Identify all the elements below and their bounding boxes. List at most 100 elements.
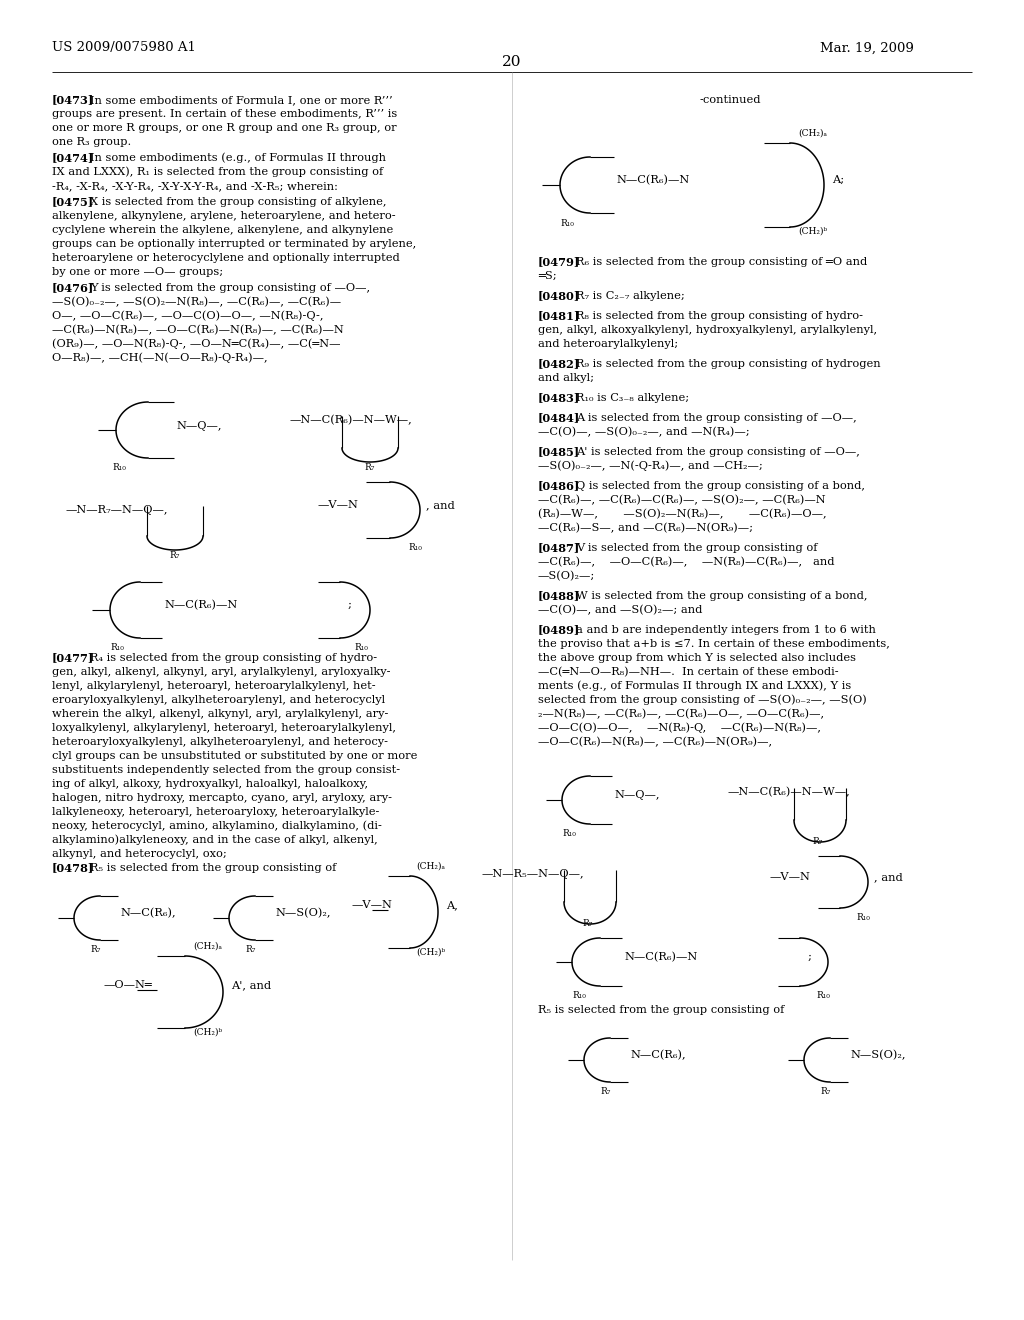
Text: —O—C(R₆)—N(R₈)—, —C(R₆)—N(OR₉)—,: —O—C(R₆)—N(R₈)—, —C(R₆)—N(OR₉)—, [538,737,772,747]
Text: loxyalkylenyl, alkylarylenyl, heteroaryl, heteroarylalkylenyl,: loxyalkylenyl, alkylarylenyl, heteroaryl… [52,723,396,733]
Text: Mar. 19, 2009: Mar. 19, 2009 [820,41,913,54]
Text: R₇ is C₂₋₇ alkylene;: R₇ is C₂₋₇ alkylene; [575,290,685,301]
Text: (CH₂)ᵇ: (CH₂)ᵇ [193,1027,222,1036]
Text: [0485]: [0485] [538,446,581,458]
Text: groups are present. In certain of these embodiments, R’’’ is: groups are present. In certain of these … [52,110,397,119]
Text: [0473]: [0473] [52,95,94,106]
Text: , and: , and [426,500,455,510]
Text: N—C(R₆)—N: N—C(R₆)—N [616,174,689,185]
Text: In some embodiments of Formula I, one or more R’’’: In some embodiments of Formula I, one or… [90,95,392,106]
Text: alkynyl, and heterocyclyl, oxo;: alkynyl, and heterocyclyl, oxo; [52,849,226,859]
Text: R₇: R₇ [820,1088,830,1097]
Text: —N—R₅—N—Q—,: —N—R₅—N—Q—, [482,869,585,879]
Text: ═S;: ═S; [538,271,557,281]
Text: heteroaryloxyalkylenyl, alkylheteroarylenyl, and heterocy-: heteroaryloxyalkylenyl, alkylheteroaryle… [52,737,388,747]
Text: [0477]: [0477] [52,652,94,664]
Text: —C(O)—, —S(O)₀₋₂—, and —N(R₄)—;: —C(O)—, —S(O)₀₋₂—, and —N(R₄)—; [538,426,750,437]
Text: —O—N═: —O—N═ [103,979,152,990]
Text: [0484]: [0484] [538,412,581,424]
Text: V is selected from the group consisting of: V is selected from the group consisting … [575,543,817,553]
Text: [0483]: [0483] [538,392,581,404]
Text: —N—C(R₆)—N—W—,: —N—C(R₆)—N—W—, [728,787,851,797]
Text: R₉ is selected from the group consisting of hydrogen: R₉ is selected from the group consisting… [575,359,881,370]
Text: —C(═N—O—R₈)—NH—.  In certain of these embodi-: —C(═N—O—R₈)—NH—. In certain of these emb… [538,667,839,677]
Text: R₁₀ is C₃₋₈ alkylene;: R₁₀ is C₃₋₈ alkylene; [575,393,689,403]
Text: ;: ; [348,601,352,610]
Text: A;: A; [831,176,844,185]
Text: R₄ is selected from the group consisting of hydro-: R₄ is selected from the group consisting… [90,653,377,663]
Text: (CH₂)ᵇ: (CH₂)ᵇ [798,227,827,235]
Text: groups can be optionally interrupted or terminated by arylene,: groups can be optionally interrupted or … [52,239,416,249]
Text: R₅ is selected from the group consisting of: R₅ is selected from the group consisting… [90,863,336,873]
Text: alkylamino)alkyleneoxy, and in the case of alkyl, alkenyl,: alkylamino)alkyleneoxy, and in the case … [52,834,378,845]
Text: [0486]: [0486] [538,480,581,491]
Text: —V—N: —V—N [352,900,393,909]
Text: selected from the group consisting of —S(O)₀₋₂—, —S(O): selected from the group consisting of —S… [538,694,866,705]
Text: R₇: R₇ [245,945,255,954]
Text: gen, alkyl, alkenyl, alkynyl, aryl, arylalkylenyl, aryloxyalky-: gen, alkyl, alkenyl, alkynyl, aryl, aryl… [52,667,390,677]
Text: —V—N: —V—N [318,500,358,510]
Text: O—R₈)—, —CH(—N(—O—R₈)‐Q‐R₄)—,: O—R₈)—, —CH(—N(—O—R₈)‐Q‐R₄)—, [52,352,267,363]
Text: —S(O)₀₋₂—, —N(‐Q‐R₄)—, and —CH₂—;: —S(O)₀₋₂—, —N(‐Q‐R₄)—, and —CH₂—; [538,461,763,471]
Text: one or more R groups, or one R group and one R₃ group, or: one or more R groups, or one R group and… [52,123,396,133]
Text: Y is selected from the group consisting of —O—,: Y is selected from the group consisting … [90,282,370,293]
Text: and alkyl;: and alkyl; [538,374,594,383]
Text: R₇: R₇ [90,945,100,954]
Text: halogen, nitro hydroxy, mercapto, cyano, aryl, aryloxy, ary-: halogen, nitro hydroxy, mercapto, cyano,… [52,793,392,803]
Text: [0475]: [0475] [52,197,94,207]
Text: the above group from which Y is selected also includes: the above group from which Y is selected… [538,653,856,663]
Text: the proviso that a+b is ≤7. In certain of these embodiments,: the proviso that a+b is ≤7. In certain o… [538,639,890,649]
Text: R₇: R₇ [364,463,375,473]
Text: (CH₂)ₐ: (CH₂)ₐ [193,941,222,950]
Text: R₇: R₇ [582,920,592,928]
Text: heteroarylene or heterocyclylene and optionally interrupted: heteroarylene or heterocyclylene and opt… [52,253,399,263]
Text: ₂—N(R₈)—, —C(R₆)—, —C(R₆)—O—, —O—C(R₆)—,: ₂—N(R₈)—, —C(R₆)—, —C(R₆)—O—, —O—C(R₆)—, [538,709,824,719]
Text: substituents independently selected from the group consist-: substituents independently selected from… [52,766,400,775]
Text: —C(R₆)—, —C(R₆)—C(R₆)—, —S(O)₂—, —C(R₆)—N: —C(R₆)—, —C(R₆)—C(R₆)—, —S(O)₂—, —C(R₆)—… [538,495,825,506]
Text: IX and LXXX), R₁ is selected from the group consisting of: IX and LXXX), R₁ is selected from the gr… [52,166,383,177]
Text: R₇: R₇ [169,552,179,561]
Text: In some embodiments (e.g., of Formulas II through: In some embodiments (e.g., of Formulas I… [90,153,386,164]
Text: [0478]: [0478] [52,862,94,874]
Text: N—Q—,: N—Q—, [176,421,221,432]
Text: ing of alkyl, alkoxy, hydroxyalkyl, haloalkyl, haloalkoxy,: ing of alkyl, alkoxy, hydroxyalkyl, halo… [52,779,368,789]
Text: A' is selected from the group consisting of —O—,: A' is selected from the group consisting… [575,447,860,457]
Text: —V—N: —V—N [770,873,811,882]
Text: [0479]: [0479] [538,256,581,268]
Text: R₈ is selected from the group consisting of hydro-: R₈ is selected from the group consisting… [575,312,863,321]
Text: ments (e.g., of Formulas II through IX and LXXX), Y is: ments (e.g., of Formulas II through IX a… [538,681,851,692]
Text: —C(R₆)—,    —O—C(R₆)—,    —N(R₈)—C(R₆)—,   and: —C(R₆)—, —O—C(R₆)—, —N(R₈)—C(R₆)—, and [538,557,835,568]
Text: —N—R₇—N—Q—,: —N—R₇—N—Q—, [65,506,168,515]
Text: N—S(O)₂,: N—S(O)₂, [850,1049,905,1060]
Text: [0481]: [0481] [538,310,581,322]
Text: O—, —O—C(R₆)—, —O—C(O)—O—, —N(R₈)‐Q-,: O—, —O—C(R₆)—, —O—C(O)—O—, —N(R₈)‐Q-, [52,310,324,321]
Text: [0482]: [0482] [538,359,581,370]
Text: N—S(O)₂,: N—S(O)₂, [275,908,331,919]
Text: R₁₀: R₁₀ [112,463,126,473]
Text: Q is selected from the group consisting of a bond,: Q is selected from the group consisting … [575,480,865,491]
Text: alkenylene, alkynylene, arylene, heteroarylene, and hetero-: alkenylene, alkynylene, arylene, heteroa… [52,211,395,220]
Text: (CH₂)ₐ: (CH₂)ₐ [798,128,827,137]
Text: R₁₀: R₁₀ [560,219,573,227]
Text: (CH₂)ₐ: (CH₂)ₐ [416,862,445,870]
Text: wherein the alkyl, alkenyl, alkynyl, aryl, arylalkylenyl, ary-: wherein the alkyl, alkenyl, alkynyl, ary… [52,709,388,719]
Text: X is selected from the group consisting of alkylene,: X is selected from the group consisting … [90,197,386,207]
Text: R₁₀: R₁₀ [562,829,575,838]
Text: R₁₀: R₁₀ [572,991,586,1001]
Text: ‐R₄, ‐X‐R₄, ‐X‐Y‐R₄, ‐X‐Y‐X‐Y‐R₄, and ‐X‐R₅; wherein:: ‐R₄, ‐X‐R₄, ‐X‐Y‐R₄, ‐X‐Y‐X‐Y‐R₄, and ‐X… [52,181,338,191]
Text: ;: ; [808,952,812,962]
Text: lenyl, alkylarylenyl, heteroaryl, heteroarylalkylenyl, het-: lenyl, alkylarylenyl, heteroaryl, hetero… [52,681,376,690]
Text: and heteroarylalkylenyl;: and heteroarylalkylenyl; [538,339,678,348]
Text: R₁₀: R₁₀ [408,544,422,553]
Text: —S(O)₂—;: —S(O)₂—; [538,570,595,581]
Text: (OR₉)—, —O—N(R₈)‐Q‐, —O—N═C(R₄)—, —C(═N—: (OR₉)—, —O—N(R₈)‐Q‐, —O—N═C(R₄)—, —C(═N— [52,339,341,350]
Text: R₆ is selected from the group consisting of ═O and: R₆ is selected from the group consisting… [575,257,867,267]
Text: eroaryloxyalkylenyl, alkylheteroarylenyl, and heterocyclyl: eroaryloxyalkylenyl, alkylheteroarylenyl… [52,696,385,705]
Text: a and b are independently integers from 1 to 6 with: a and b are independently integers from … [575,624,876,635]
Text: [0476]: [0476] [52,282,94,293]
Text: 20: 20 [502,55,522,69]
Text: R₇: R₇ [600,1088,610,1097]
Text: —N—C(R₆)—N—W—,: —N—C(R₆)—N—W—, [290,414,413,425]
Text: N—C(R₆),: N—C(R₆), [120,908,176,919]
Text: clyl groups can be unsubstituted or substituted by one or more: clyl groups can be unsubstituted or subs… [52,751,418,762]
